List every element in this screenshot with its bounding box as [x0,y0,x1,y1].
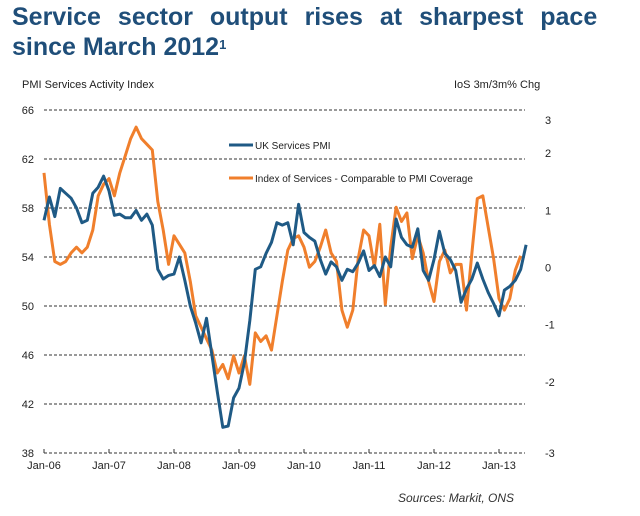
right-tick-label: -2 [545,377,555,389]
x-tick-label: Jan-07 [92,460,126,472]
chart-title-line1: Service sector output rises at sharpest … [12,3,598,31]
left-axis-title: PMI Services Activity Index [22,79,155,91]
left-tick-label: 54 [22,252,34,264]
right-tick-label: 1 [545,205,551,217]
right-tick-label: -3 [545,448,555,460]
legend-label: UK Services PMI [255,141,331,152]
x-tick-label: Jan-11 [353,460,386,472]
x-tick-label: Jan-09 [222,460,256,472]
right-tick-label: 3 [545,115,551,127]
x-tick-label: Jan-12 [417,460,451,472]
x-tick-label: Jan-08 [157,460,191,472]
footnote-marker: 1 [219,37,227,52]
left-tick-label: 46 [22,350,34,362]
series-line-index-of-services [42,125,523,386]
left-tick-label: 66 [22,105,34,117]
x-tick-label: Jan-10 [287,460,321,472]
series-line-uk-services-pmi [42,174,528,429]
source-note: Sources: Markit, ONS [398,491,515,505]
chart-title: Service sector output rises at sharpest … [12,2,632,62]
left-tick-label: 42 [22,399,34,411]
right-axis-title: IoS 3m/3m% Chg [454,79,541,91]
left-tick-label: 50 [22,301,34,313]
right-tick-label: -1 [545,320,555,332]
legend-label: Index of Services - Comparable to PMI Co… [255,174,473,185]
left-tick-label: 58 [22,203,34,215]
x-tick-label: Jan-06 [27,460,61,472]
chart-title-line2: since March 2012 [12,33,220,61]
left-tick-label: 38 [22,448,34,460]
right-tick-label: 0 [545,263,551,275]
left-tick-label: 62 [22,154,34,166]
x-tick-label: Jan-13 [482,460,516,472]
right-tick-label: 2 [545,148,551,160]
